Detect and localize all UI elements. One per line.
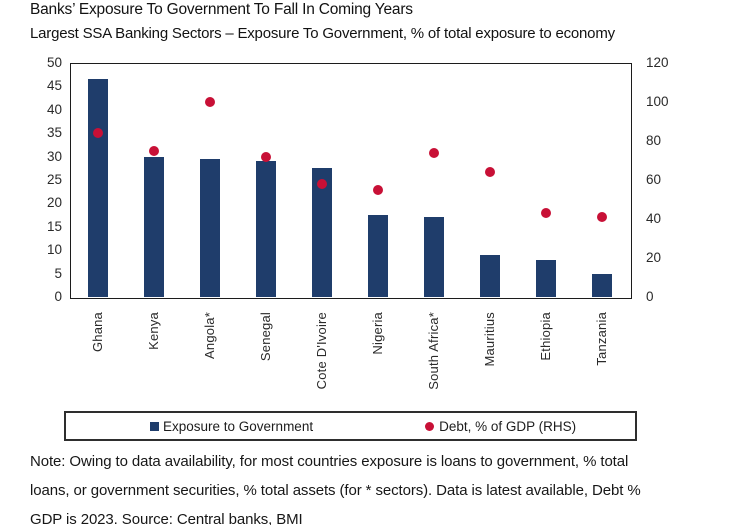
y-axis-left-tick-30: 30 <box>46 148 62 164</box>
bar-tanzania <box>592 273 612 297</box>
legend-item-exposure: Exposure to Government <box>150 419 313 434</box>
x-label-mauritius: Mauritius <box>482 312 497 367</box>
dot-kenya <box>149 145 159 156</box>
dot-senegal <box>261 151 271 162</box>
y-axis-left-tick-45: 45 <box>46 78 62 94</box>
bar-ethiopia <box>536 259 556 297</box>
bar-cote-d-ivoire <box>312 168 332 297</box>
legend-label-exposure: Exposure to Government <box>163 418 314 434</box>
x-label-angola: Angola* <box>202 312 217 359</box>
dot-angola <box>205 97 215 107</box>
bar-series-marker-icon <box>150 421 159 431</box>
legend: Exposure to Government Debt, % of GDP (R… <box>64 411 637 441</box>
bar-ghana <box>88 79 108 297</box>
y-axis-right-tick-40: 40 <box>646 211 662 226</box>
footnote: Note: Owing to data availability, for mo… <box>30 447 641 525</box>
bar-senegal <box>256 161 276 297</box>
y-axis-left-tick-35: 35 <box>46 125 62 141</box>
x-label-tanzania: Tanzania <box>594 312 609 366</box>
dot-tanzania <box>597 212 607 223</box>
dot-nigeria <box>373 184 383 195</box>
legend-item-debt: Debt, % of GDP (RHS) <box>425 419 576 434</box>
y-axis-left-tick-0: 0 <box>54 289 62 304</box>
bar-mauritius <box>480 254 500 297</box>
x-label-ethiopia: Ethiopia <box>538 312 553 361</box>
x-label-senegal: Senegal <box>258 312 273 362</box>
y-axis-right-tick-100: 100 <box>646 94 669 109</box>
y-axis-left-tick-25: 25 <box>46 172 62 187</box>
footnote-line-2: loans, or government securities, % total… <box>30 482 641 499</box>
y-axis-right-tick-20: 20 <box>646 250 662 265</box>
x-label-cote-d-ivoire: Cote D'Ivoire <box>314 312 329 390</box>
y-axis-left-tick-20: 20 <box>46 195 62 211</box>
chart-title: Banks’ Exposure To Government To Fall In… <box>30 1 413 18</box>
dot-mauritius <box>485 167 495 178</box>
y-axis-right-tick-0: 0 <box>646 289 654 304</box>
y-axis-right-tick-120: 120 <box>646 55 669 70</box>
y-axis-left-tick-15: 15 <box>46 218 62 234</box>
chart-subtitle: Largest SSA Banking Sectors – Exposure T… <box>30 25 615 42</box>
bar-nigeria <box>368 215 388 297</box>
y-axis-left-tick-40: 40 <box>46 101 62 117</box>
legend-label-debt: Debt, % of GDP (RHS) <box>439 418 577 434</box>
y-axis-right-tick-80: 80 <box>646 133 662 148</box>
footnote-line-3: GDP is 2023. Source: Central banks, BMI <box>30 511 303 525</box>
bar-kenya <box>144 156 164 297</box>
dot-south-africa <box>429 147 439 158</box>
y-axis-left-tick-50: 50 <box>46 55 62 70</box>
dot-cote-d-ivoire <box>317 178 327 189</box>
dot-ethiopia <box>541 208 551 219</box>
bar-angola <box>200 158 220 297</box>
y-axis-right-tick-60: 60 <box>646 172 662 187</box>
bar-south-africa <box>424 217 444 297</box>
x-label-south-africa: South Africa* <box>426 312 441 390</box>
dot-ghana <box>93 128 103 139</box>
scatter-series-marker-icon <box>425 421 435 431</box>
footnote-line-1: Note: Owing to data availability, for mo… <box>30 453 629 470</box>
y-axis-left-tick-10: 10 <box>46 242 62 258</box>
y-axis-left-tick-5: 5 <box>54 265 62 281</box>
x-label-kenya: Kenya <box>146 312 161 350</box>
x-label-ghana: Ghana <box>90 312 105 353</box>
x-label-nigeria: Nigeria <box>370 312 385 355</box>
